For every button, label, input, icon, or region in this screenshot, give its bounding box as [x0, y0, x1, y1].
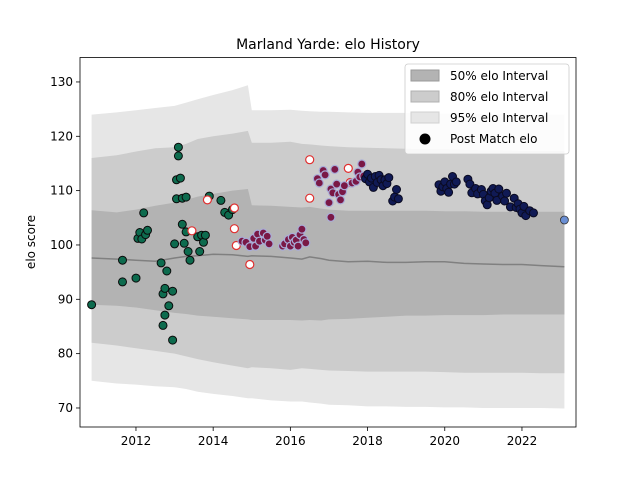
y-tick-label: 110	[50, 184, 73, 198]
x-tick-label: 2014	[198, 434, 229, 448]
data-point	[324, 198, 334, 208]
data-point	[502, 188, 511, 198]
data-point	[183, 247, 193, 256]
x-tick-label: 2012	[121, 434, 152, 448]
data-point	[320, 170, 330, 180]
data-point	[160, 283, 170, 293]
y-axis-label: elo score	[24, 215, 38, 269]
legend-swatch-50	[410, 69, 440, 82]
series-last	[560, 215, 569, 225]
data-point	[179, 238, 189, 248]
x-tick-label: 2022	[507, 434, 538, 448]
x-tick-label: 2020	[429, 434, 460, 448]
mean-elo-line	[91, 253, 565, 268]
legend-marker-post-match	[419, 133, 431, 145]
y-tick-label: 100	[50, 238, 73, 252]
legend-frame	[404, 63, 570, 155]
data-point	[185, 255, 195, 265]
legend-label-80: 80% elo Interval	[450, 90, 548, 104]
y-axis: 70 80 90 100 110 120 130	[50, 75, 80, 415]
data-point	[339, 181, 349, 191]
data-point	[392, 185, 401, 194]
data-point	[229, 224, 239, 234]
data-point	[168, 335, 178, 345]
data-point	[118, 277, 127, 287]
data-point	[335, 195, 346, 205]
y-tick-label: 80	[58, 347, 73, 361]
data-point	[330, 164, 340, 174]
data-point	[293, 241, 303, 251]
data-point	[173, 142, 183, 152]
data-point	[314, 178, 324, 188]
data-point	[143, 225, 152, 235]
data-point	[195, 247, 205, 256]
data-point	[216, 195, 226, 205]
chart-title: Marland Yarde: elo History	[236, 37, 420, 53]
data-point	[245, 259, 255, 270]
data-point	[118, 255, 127, 265]
data-point	[326, 212, 336, 222]
plot-frame	[79, 57, 577, 428]
legend-label-50: 50% elo Interval	[450, 69, 548, 83]
series-white_red	[187, 155, 355, 270]
legend-label-95: 95% elo Interval	[450, 111, 548, 125]
data-point	[332, 179, 342, 189]
data-point	[301, 238, 311, 248]
x-tick-label: 2018	[352, 434, 383, 448]
data-point	[384, 173, 394, 183]
data-point	[160, 310, 170, 320]
y-tick-label: 90	[58, 292, 73, 306]
legend-swatch-95	[410, 111, 440, 124]
data-point	[173, 151, 183, 161]
data-point	[343, 163, 353, 173]
legend-label-post-match: Post Match elo	[450, 132, 537, 146]
data-point	[451, 177, 461, 187]
data-point	[131, 273, 141, 283]
data-point	[444, 187, 454, 197]
data-point	[262, 231, 272, 241]
data-point	[158, 320, 168, 330]
data-point	[162, 266, 172, 276]
data-point	[297, 224, 307, 234]
series-maroon	[237, 159, 369, 252]
data-point	[156, 258, 166, 268]
data-point	[393, 194, 403, 204]
series-navy	[361, 169, 538, 221]
data-point	[181, 192, 191, 202]
data-point	[229, 203, 239, 213]
series-green	[87, 142, 237, 345]
data-point	[305, 193, 315, 203]
data-point	[187, 226, 197, 236]
plot-area	[79, 57, 577, 428]
data-point	[357, 159, 367, 169]
data-point	[168, 286, 178, 296]
data-point	[200, 230, 210, 240]
x-axis: 2012 2014 2016 2018 2020 2022	[121, 427, 538, 448]
data-point	[305, 155, 315, 165]
data-point	[139, 208, 149, 218]
data-point	[164, 301, 174, 311]
data-point	[560, 215, 569, 225]
data-point	[529, 208, 538, 218]
data-point	[202, 195, 212, 205]
band-50	[91, 189, 565, 321]
data-point	[494, 184, 504, 194]
legend: 50% elo Interval 80% elo Interval 95% el…	[404, 63, 570, 155]
legend-swatch-80	[410, 90, 440, 103]
y-tick-label: 130	[50, 75, 73, 89]
y-tick-label: 70	[58, 401, 73, 415]
post-match-points	[87, 142, 569, 345]
data-point	[175, 173, 185, 183]
data-point	[177, 219, 187, 229]
data-point	[87, 300, 97, 310]
y-tick-label: 120	[50, 129, 73, 143]
data-point	[264, 239, 274, 249]
data-point	[170, 239, 180, 249]
x-tick-label: 2016	[275, 434, 306, 448]
